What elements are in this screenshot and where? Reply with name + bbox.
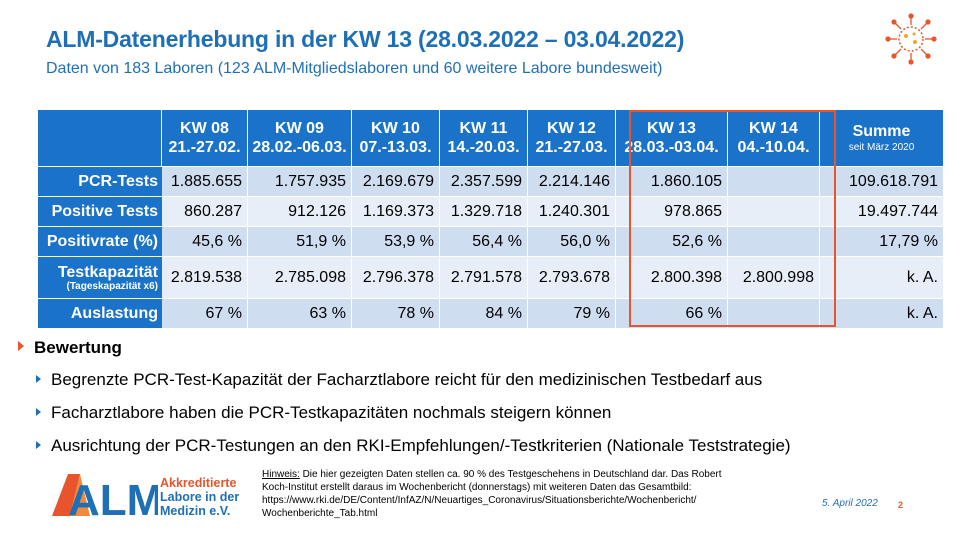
bewertung-heading: Bewertung	[18, 338, 122, 358]
sum-cell: 19.497.744	[820, 196, 944, 226]
sum-column-header: Summe seit März 2020	[820, 110, 944, 166]
alm-logo: ALM Akkreditierte Labore in der Medizin …	[50, 468, 260, 528]
table-cell	[728, 196, 820, 226]
row-label: PCR-Tests	[38, 166, 162, 196]
table-cell: 912.126	[248, 196, 352, 226]
column-header: KW 08 21.-27.02.	[162, 110, 248, 166]
table-cell: 2.791.578	[440, 256, 528, 298]
table-row: Testkapazität (Tageskapazität x6) 2.819.5…	[38, 256, 944, 298]
list-item: Facharztlabore haben die PCR-Testkapazit…	[36, 403, 611, 423]
table-cell: 51,9 %	[248, 226, 352, 256]
table-cell: 53,9 %	[352, 226, 440, 256]
hint-label: Hinweis:	[262, 469, 300, 480]
row-label: Positive Tests	[38, 196, 162, 226]
hint-note: Hinweis: Die hier gezeigten Daten stelle…	[262, 469, 722, 519]
column-header: KW 12 21.-27.03.	[528, 110, 616, 166]
table-cell: 84 %	[440, 298, 528, 328]
column-header: KW 11 14.-20.03.	[440, 110, 528, 166]
row-label: Auslastung	[38, 298, 162, 328]
lab-data-table: KW 08 21.-27.02. KW 09 28.02.-06.03. KW 10…	[38, 110, 944, 328]
sum-cell: k. A.	[820, 298, 944, 328]
table-row: Positivrate (%) 45,6 % 51,9 % 53,9 % 56,…	[38, 226, 944, 256]
sum-cell: 109.618.791	[820, 166, 944, 196]
table-cell: 1.860.105	[616, 166, 728, 196]
table-cell: 56,0 %	[528, 226, 616, 256]
table-cell: 45,6 %	[162, 226, 248, 256]
table-cell: 1.885.655	[162, 166, 248, 196]
table-corner	[38, 110, 162, 166]
table-row: PCR-Tests 1.885.655 1.757.935 2.169.679 …	[38, 166, 944, 196]
svg-text:ALM: ALM	[68, 476, 158, 524]
table-cell	[728, 226, 820, 256]
table-cell: 66 %	[616, 298, 728, 328]
list-item: Begrenzte PCR-Test-Kapazität der Facharz…	[36, 370, 762, 390]
row-label: Testkapazität (Tageskapazität x6)	[38, 256, 162, 298]
table-cell	[728, 166, 820, 196]
sum-cell: k. A.	[820, 256, 944, 298]
table-cell: 860.287	[162, 196, 248, 226]
table-cell: 2.169.679	[352, 166, 440, 196]
table-cell: 52,6 %	[616, 226, 728, 256]
table-cell: 978.865	[616, 196, 728, 226]
bullet-arrow-icon	[36, 375, 41, 383]
table-cell: 1.329.718	[440, 196, 528, 226]
table-cell: 67 %	[162, 298, 248, 328]
bullet-arrow-icon	[18, 341, 24, 351]
table-cell: 2.214.146	[528, 166, 616, 196]
footer-date: 5. April 2022	[822, 498, 878, 509]
column-header: KW 09 28.02.-06.03.	[248, 110, 352, 166]
list-item: Ausrichtung der PCR-Testungen an den RKI…	[36, 436, 791, 456]
alm-logo-mark: ALM	[52, 474, 163, 525]
table-cell: 63 %	[248, 298, 352, 328]
table-row: Auslastung 67 % 63 % 78 % 84 % 79 % 66 %…	[38, 298, 944, 328]
table-cell: 2.357.599	[440, 166, 528, 196]
bullet-arrow-icon	[36, 441, 41, 449]
table-cell: 2.800.398	[616, 256, 728, 298]
table-cell: 56,4 %	[440, 226, 528, 256]
column-header: KW 10 07.-13.03.	[352, 110, 440, 166]
table-cell: 1.240.301	[528, 196, 616, 226]
row-label: Positivrate (%)	[38, 226, 162, 256]
table-row: Positive Tests 860.287 912.126 1.169.373…	[38, 196, 944, 226]
table-header-row: KW 08 21.-27.02. KW 09 28.02.-06.03. KW 10…	[38, 110, 944, 166]
page-number: 2	[898, 500, 904, 510]
table-cell: 78 %	[352, 298, 440, 328]
sum-cell: 17,79 %	[820, 226, 944, 256]
table-cell: 1.169.373	[352, 196, 440, 226]
bullet-arrow-icon	[36, 408, 41, 416]
table-cell: 2.785.098	[248, 256, 352, 298]
page-title: ALM-Datenerhebung in der KW 13 (28.03.20…	[46, 26, 685, 52]
column-header: KW 14 04.-10.04.	[728, 110, 820, 166]
table-cell: 2.793.678	[528, 256, 616, 298]
table-cell: 1.757.935	[248, 166, 352, 196]
virus-icon	[885, 13, 937, 65]
table-cell: 79 %	[528, 298, 616, 328]
alm-logo-text: Akkreditierte Labore in der Medizin e.V.	[160, 476, 240, 518]
column-header: KW 13 28.03.-03.04.	[616, 110, 728, 166]
page-subtitle: Daten von 183 Laboren (123 ALM-Mitglieds…	[46, 60, 663, 77]
table-cell: 2.800.998	[728, 256, 820, 298]
table-cell: 2.819.538	[162, 256, 248, 298]
table-cell: 2.796.378	[352, 256, 440, 298]
table-cell	[728, 298, 820, 328]
